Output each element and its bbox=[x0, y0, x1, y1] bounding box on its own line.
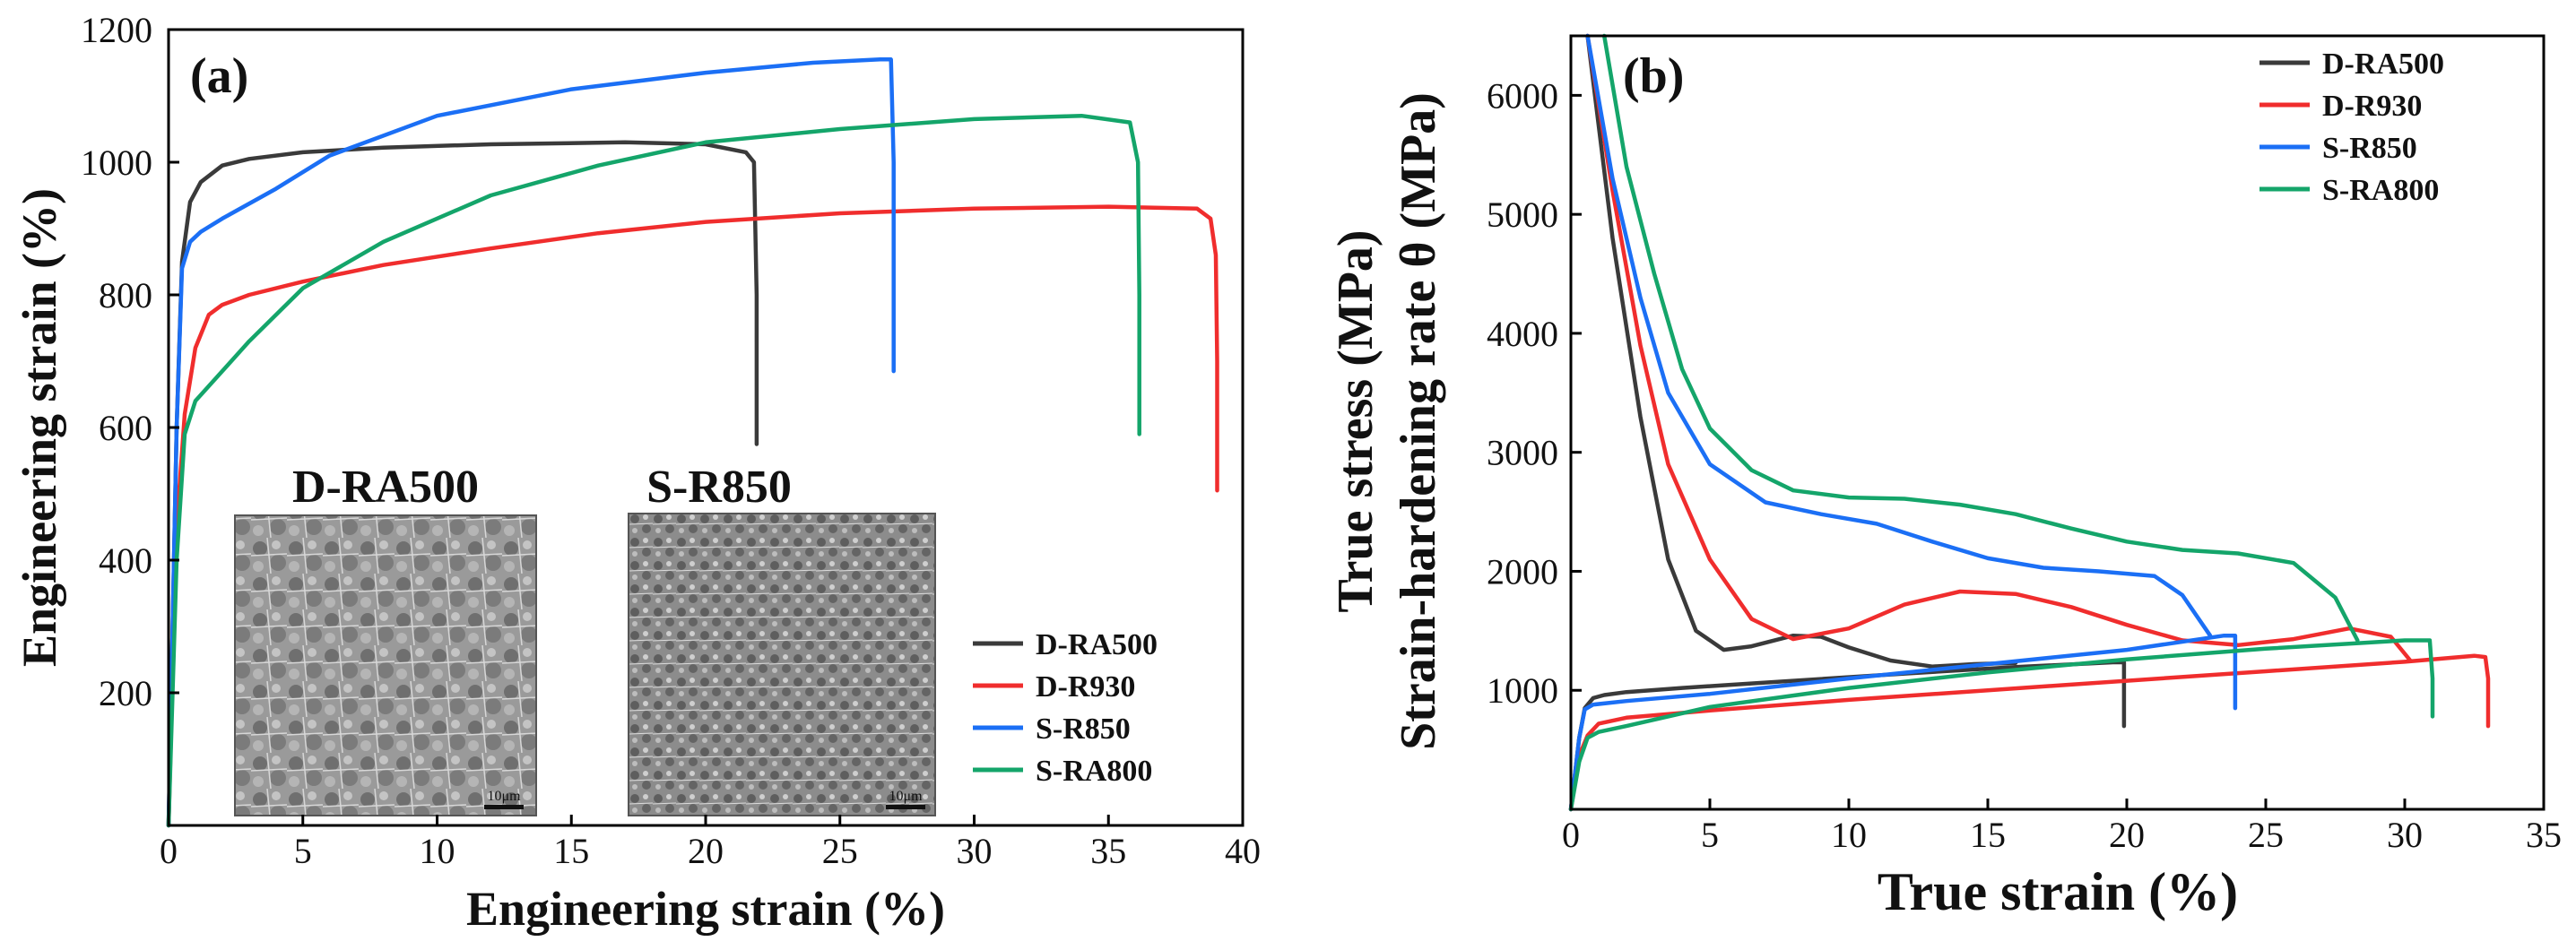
panel-b-xtick-label: 10 bbox=[1831, 815, 1867, 855]
panel-a-ytick-label: 800 bbox=[99, 275, 152, 315]
panel-b-legend-label-s-ra800: S-RA800 bbox=[2322, 174, 2439, 207]
panel-a-xtick-label: 20 bbox=[688, 831, 724, 871]
panel-a-xtick-label: 35 bbox=[1090, 831, 1126, 871]
panel-b-series-d-r930-true-stress bbox=[1568, 653, 2491, 812]
panel-b-series-d-ra500-hardening-rate bbox=[1585, 33, 2018, 669]
panel-a-series-s-r850 bbox=[166, 57, 896, 828]
panel-a-ytick-label: 200 bbox=[99, 673, 152, 713]
panel-b-chart: 0 5 10 15 20 25 30 35 1000 2000 3000 4000 5000 6000 (… bbox=[1328, 33, 2562, 921]
panel-b-xtick-label: 20 bbox=[2109, 815, 2145, 855]
panel-a-xtick-label: 30 bbox=[957, 831, 993, 871]
inset-d-ra500-scale-label: 10μm bbox=[487, 789, 521, 804]
panel-b-ytick-label: 3000 bbox=[1487, 433, 1558, 473]
panel-a-xtick-label: 40 bbox=[1225, 831, 1261, 871]
panel-a-ytick-label: 400 bbox=[99, 540, 152, 581]
panel-b-series-layer bbox=[1568, 33, 2491, 812]
panel-a-xtick-label: 5 bbox=[294, 831, 312, 871]
panel-a-chart: D-RA500 10μm S-R850 10μm 0 5 10 15 20 25 30 35 4… bbox=[13, 10, 1261, 936]
inset-d-ra500: D-RA500 10μm bbox=[234, 462, 537, 816]
inset-s-r850-scale-label: 10μm bbox=[889, 789, 923, 804]
panel-a-legend: D-RA500 D-R930 S-R850 S-RA800 bbox=[973, 628, 1158, 788]
panel-a-ytick-label: 1000 bbox=[81, 142, 152, 183]
panel-b-series-s-r850-true-stress bbox=[1568, 633, 2238, 812]
panel-a-series-s-ra800 bbox=[166, 113, 1141, 828]
panel-b-xlabel: True strain (%) bbox=[1878, 862, 2238, 921]
panel-a-ylabel: Engineering strain (%) bbox=[13, 188, 66, 667]
panel-a-xtick-label: 0 bbox=[160, 831, 178, 871]
inset-s-r850-scale-bar bbox=[886, 805, 925, 809]
panel-b-ticks: 0 5 10 15 20 25 30 35 1000 2000 3000 4000 5000 6000 bbox=[1487, 75, 2562, 855]
panel-b-xtick-label: 30 bbox=[2387, 815, 2423, 855]
panel-b-ytick-label: 4000 bbox=[1487, 314, 1558, 354]
panel-b-legend: D-RA500 D-R930 S-R850 S-RA800 bbox=[2259, 48, 2444, 207]
inset-d-ra500-scale-bar bbox=[484, 805, 524, 809]
panel-b-xtick-label: 35 bbox=[2526, 815, 2562, 855]
panel-b-series-s-ra800-true-stress bbox=[1568, 638, 2435, 812]
panel-a-xtick-label: 10 bbox=[420, 831, 455, 871]
panel-b-legend-label-d-ra500: D-RA500 bbox=[2322, 48, 2444, 81]
panel-b-xtick-label: 15 bbox=[1970, 815, 2006, 855]
panel-a-xlabel: Engineering strain (%) bbox=[466, 882, 945, 936]
panel-a-ytick-label: 600 bbox=[99, 408, 152, 448]
panel-b-legend-label-s-r850: S-R850 bbox=[2322, 132, 2417, 165]
panel-b-series-s-ra800-hardening-rate bbox=[1601, 33, 2360, 643]
panel-b-plot-frame bbox=[1569, 34, 2546, 811]
panel-a-label: (a) bbox=[190, 48, 248, 104]
panel-a-legend-label-s-ra800: S-RA800 bbox=[1036, 755, 1152, 788]
panel-b-ytick-label: 2000 bbox=[1487, 551, 1558, 592]
inset-s-r850: S-R850 10μm bbox=[628, 462, 936, 816]
panel-a-legend-label-d-ra500: D-RA500 bbox=[1036, 628, 1158, 661]
panel-b-xtick-label: 0 bbox=[1562, 815, 1580, 855]
panel-a-series-d-r930 bbox=[166, 204, 1219, 828]
panel-a-ytick-label: 1200 bbox=[81, 10, 152, 50]
inset-s-r850-title: S-R850 bbox=[646, 462, 792, 513]
panel-b-xtick-label: 5 bbox=[1701, 815, 1719, 855]
panel-a-xtick-label: 15 bbox=[553, 831, 589, 871]
panel-b-series-d-ra500-true-stress bbox=[1568, 660, 2127, 812]
panel-a-legend-label-d-r930: D-R930 bbox=[1036, 670, 1135, 704]
inset-s-r850-micrograph bbox=[628, 513, 936, 816]
inset-d-ra500-title: D-RA500 bbox=[292, 462, 479, 513]
inset-d-ra500-micrograph bbox=[234, 514, 537, 816]
panel-b-ylabel-line1: True stress (MPa) bbox=[1328, 229, 1383, 612]
panel-b-legend-label-d-r930: D-R930 bbox=[2322, 90, 2422, 123]
panel-b-label: (b) bbox=[1623, 48, 1684, 104]
panel-a-xtick-label: 25 bbox=[822, 831, 858, 871]
panel-b-ytick-label: 1000 bbox=[1487, 670, 1558, 711]
panel-b-series-s-r850-hardening-rate bbox=[1585, 33, 2213, 638]
panel-b-xtick-label: 25 bbox=[2248, 815, 2284, 855]
panel-b-ytick-label: 6000 bbox=[1487, 75, 1558, 116]
panel-b-ylabel-line2: Strain-hardening rate θ (MPa) bbox=[1391, 92, 1446, 750]
panel-b-series-d-r930-hardening-rate bbox=[1585, 33, 2413, 663]
panel-b-ytick-label: 5000 bbox=[1487, 194, 1558, 235]
panel-a-series-layer bbox=[166, 57, 1219, 828]
panel-a-ticks: 0 5 10 15 20 25 30 35 40 200 400 600 800 1000 1200 bbox=[81, 10, 1261, 871]
panel-a-legend-label-s-r850: S-R850 bbox=[1036, 712, 1131, 746]
